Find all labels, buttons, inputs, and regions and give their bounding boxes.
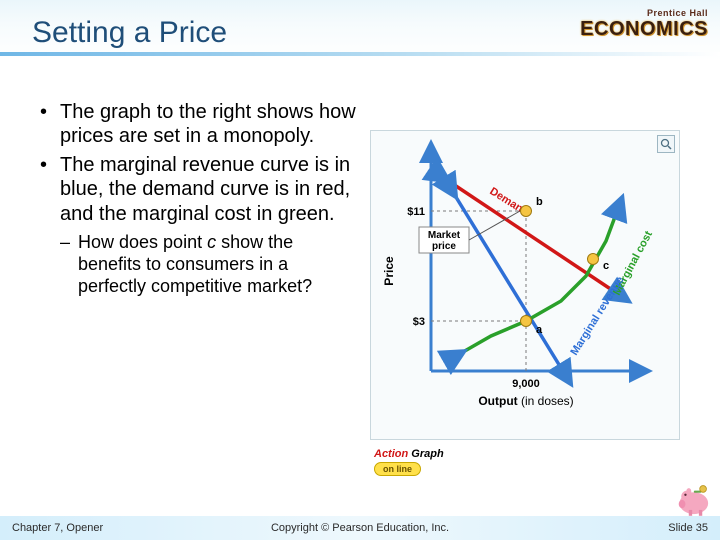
- online-badge: on line: [374, 462, 421, 476]
- publisher-name: Prentice Hall: [580, 8, 708, 18]
- piggy-bank-icon: [672, 478, 714, 520]
- action-graph-badge: Action Graph on line: [374, 448, 444, 476]
- svg-text:c: c: [603, 260, 609, 272]
- product-name: ECONOMICS: [580, 18, 708, 41]
- svg-text:Price: Price: [382, 256, 396, 286]
- svg-text:Output (in doses): Output (in doses): [478, 394, 573, 408]
- svg-text:$11: $11: [407, 206, 425, 218]
- bullet-1: The graph to the right shows how prices …: [36, 100, 356, 149]
- monopoly-price-chart: $11$39,000DemandMarginal costMarginal re…: [371, 131, 679, 439]
- action-graph-black: Graph: [411, 448, 443, 460]
- sub-bullet-pre: How does point: [78, 232, 207, 252]
- svg-text:9,000: 9,000: [512, 378, 540, 390]
- brand-logo: Prentice Hall ECONOMICS: [580, 8, 708, 41]
- footer-right: Slide 35: [668, 522, 708, 534]
- action-graph-red: Action: [374, 448, 411, 460]
- sub-bullet-1: How does point c show the benefits to co…: [36, 232, 356, 298]
- footer: Chapter 7, Opener Copyright © Pearson Ed…: [0, 516, 720, 540]
- page-title: Setting a Price: [32, 16, 227, 50]
- header-stripe: [0, 52, 720, 56]
- svg-text:price: price: [432, 241, 456, 252]
- bullet-2: The marginal revenue curve is in blue, t…: [36, 153, 356, 226]
- footer-center: Copyright © Pearson Education, Inc.: [271, 522, 449, 534]
- footer-left: Chapter 7, Opener: [12, 522, 103, 534]
- svg-text:Market: Market: [428, 230, 461, 241]
- zoom-icon[interactable]: [657, 135, 675, 153]
- svg-text:a: a: [536, 324, 543, 336]
- svg-text:b: b: [536, 196, 543, 208]
- sub-bullet-em: c: [207, 232, 216, 252]
- chart-container: $11$39,000DemandMarginal costMarginal re…: [370, 130, 680, 440]
- body-text: The graph to the right shows how prices …: [36, 100, 356, 298]
- svg-text:$3: $3: [413, 316, 425, 328]
